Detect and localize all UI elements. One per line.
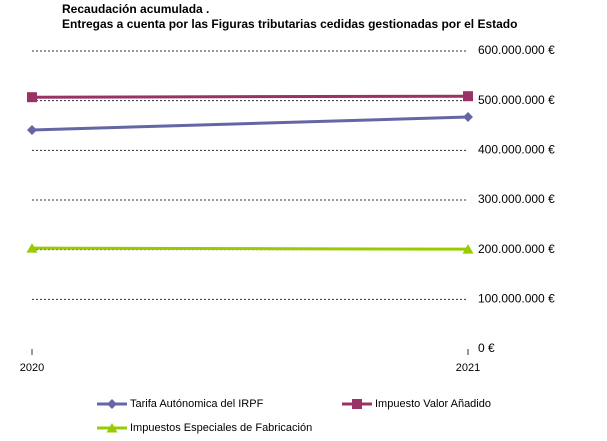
marker [106, 423, 118, 433]
y-tick-label: 300.000.000 € [478, 192, 555, 206]
x-tick-label: 2021 [456, 362, 480, 374]
marker [107, 399, 117, 409]
marker [463, 112, 473, 123]
series-line [31, 115, 469, 132]
y-tick-label: 200.000.000 € [478, 242, 555, 256]
marker [463, 91, 473, 102]
chart-title: Recaudación acumulada . [62, 2, 209, 16]
marker [27, 124, 37, 135]
marker [27, 92, 37, 103]
series-line [31, 246, 469, 251]
x-tick-label: 2020 [20, 362, 44, 374]
legend-label: Impuestos Especiales de Fabricación [130, 422, 312, 434]
legend-label: Tarifa Autónomica del IRPF [130, 398, 264, 410]
series-line [31, 94, 469, 99]
y-tick-label: 400.000.000 € [478, 143, 555, 157]
marker [462, 244, 474, 254]
y-tick-label: 500.000.000 € [478, 93, 555, 107]
chart-subtitle: Entregas a cuenta por las Figuras tribut… [62, 17, 517, 31]
y-tick-label: 0 € [478, 341, 495, 355]
marker [26, 243, 38, 253]
y-tick-label: 100.000.000 € [478, 292, 555, 306]
y-tick-label: 600.000.000 € [478, 43, 555, 57]
marker [352, 399, 362, 409]
legend-label: Impuesto Valor Añadido [375, 398, 491, 410]
